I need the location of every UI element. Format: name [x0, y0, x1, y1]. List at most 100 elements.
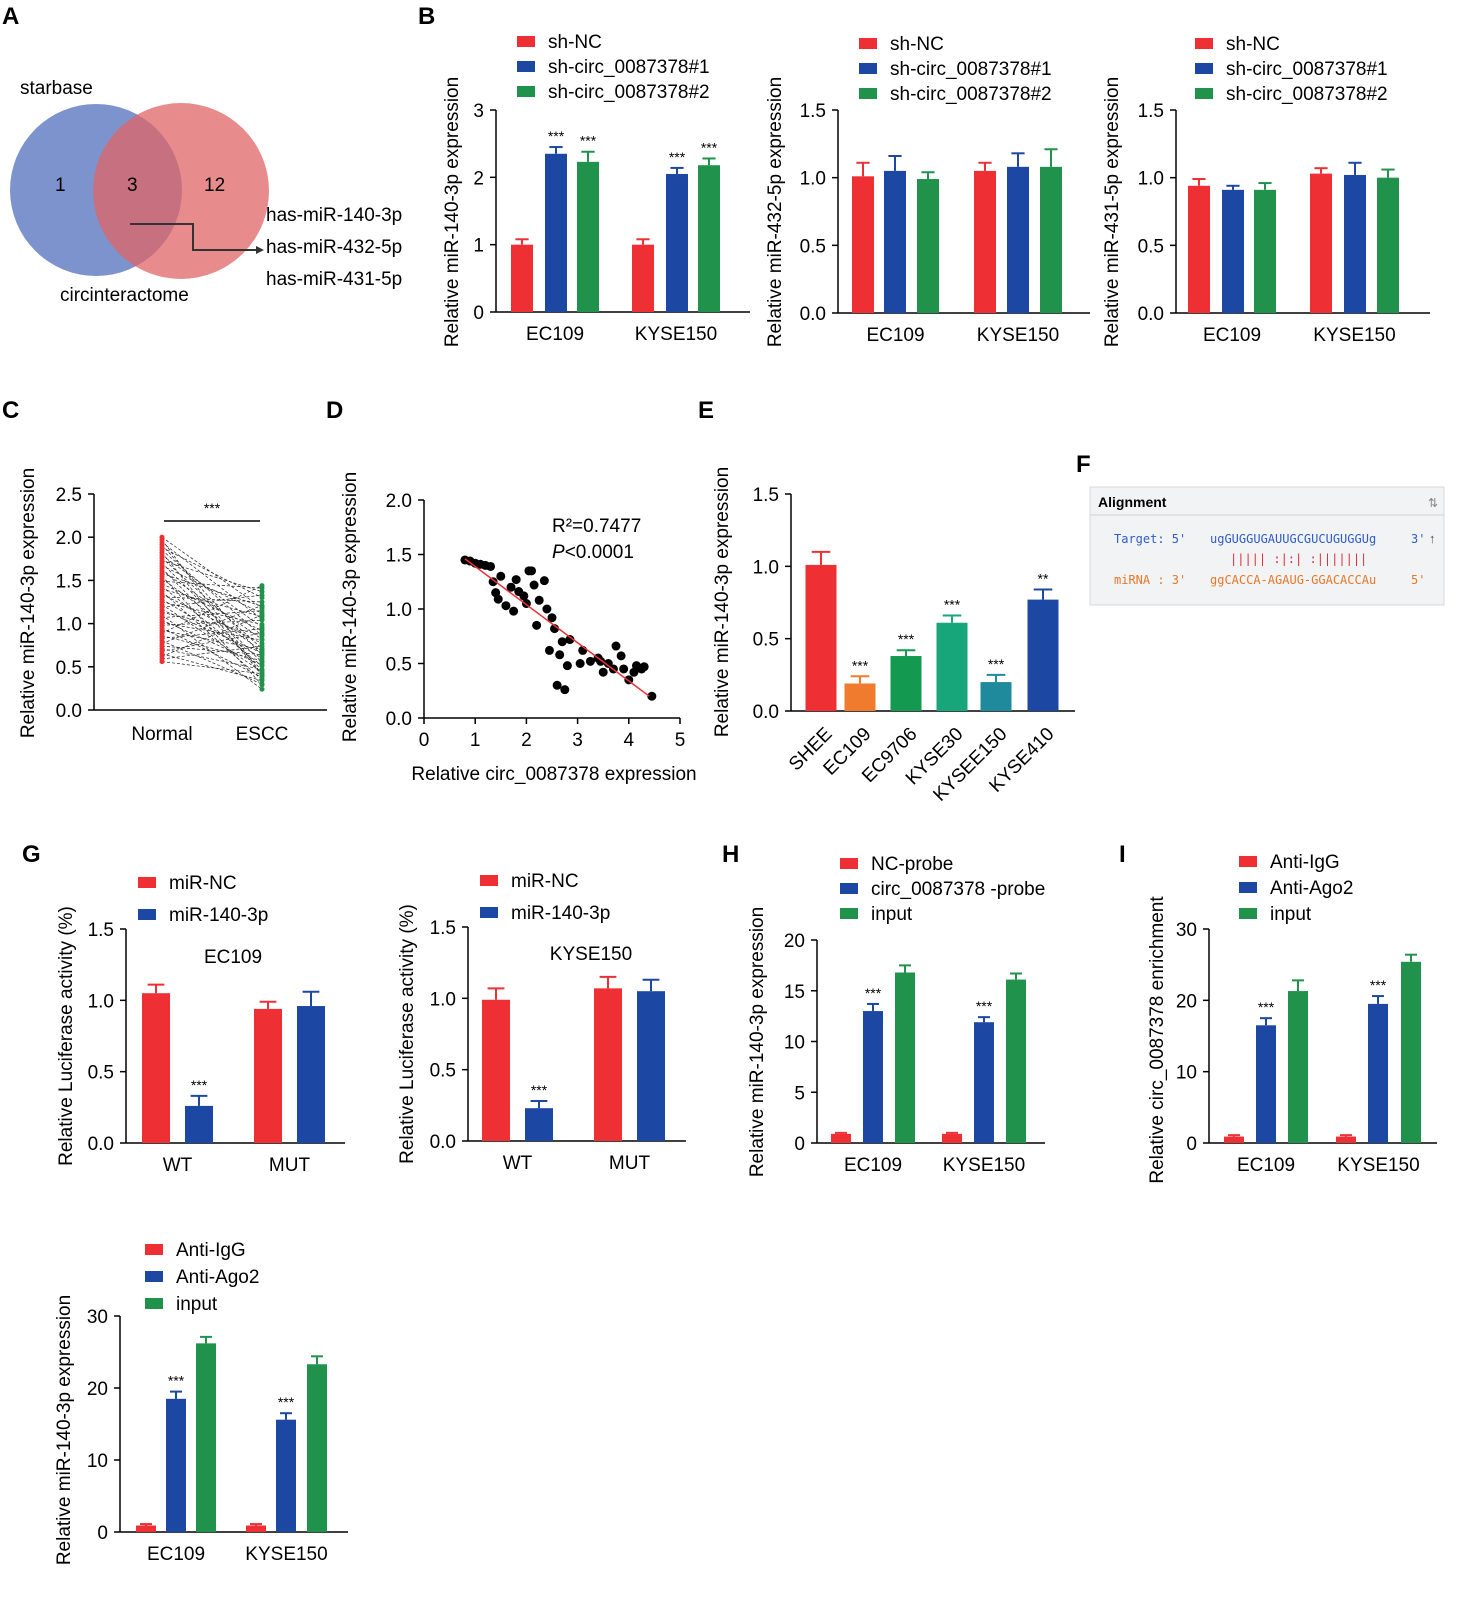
bar — [1222, 189, 1244, 313]
legend-swatch — [480, 907, 498, 918]
significance-label: *** — [580, 133, 597, 149]
scatter-point — [506, 582, 516, 592]
bar — [637, 991, 665, 1141]
bar — [917, 179, 939, 313]
escc-point — [259, 637, 265, 643]
escc-point — [259, 652, 265, 658]
legend-label: miR-NC — [169, 873, 237, 894]
pair-line — [161, 661, 263, 675]
mirna-annotation: has-miR-140-3p — [266, 205, 402, 226]
pair-line — [161, 596, 263, 603]
pair-line — [161, 628, 263, 639]
significance-label: *** — [988, 656, 1005, 672]
pair-line — [161, 555, 263, 628]
scatter-point — [616, 651, 626, 661]
pair-line — [161, 583, 263, 631]
bar — [666, 173, 688, 312]
y-tick-label: 0.5 — [1138, 236, 1164, 257]
pair-line — [161, 632, 263, 652]
bar — [525, 1108, 553, 1141]
legend-label: sh-circ_0087378#1 — [548, 57, 710, 78]
y-tick-label: 0.5 — [430, 1061, 456, 1082]
legend-label: Anti-Ago2 — [1270, 878, 1353, 899]
pair-line — [161, 585, 263, 634]
legend-label: input — [176, 1294, 218, 1315]
legend-swatch — [859, 88, 877, 99]
bar — [863, 1011, 883, 1143]
scatter-point — [562, 661, 572, 671]
scatter-point — [501, 601, 511, 611]
legend-label: sh-circ_0087378#2 — [1226, 84, 1388, 105]
scatter-point — [544, 645, 554, 655]
legend-label: sh-circ_0087378#1 — [1226, 59, 1388, 80]
pair-line — [161, 594, 263, 608]
y-tick-label: 0.0 — [753, 702, 779, 723]
legend-label: sh-NC — [890, 34, 944, 55]
venn-set-label: starbase — [20, 78, 93, 99]
scatter-point — [488, 577, 498, 587]
target-end: 3' — [1411, 532, 1425, 546]
y-tick-label: 30 — [87, 1307, 108, 1328]
target-label: Target: 5' — [1114, 532, 1186, 546]
venn-count: 3 — [127, 175, 138, 196]
bar — [1007, 166, 1029, 313]
y-tick-label: 2 — [473, 168, 484, 189]
y-tick-label: 1.0 — [56, 615, 82, 636]
y-tick-label: 1.0 — [386, 600, 412, 621]
panel-label: I — [1119, 841, 1126, 868]
legend-swatch — [1195, 63, 1213, 74]
bar — [297, 1006, 325, 1143]
bar — [942, 1133, 962, 1143]
y-tick-label: 1.5 — [1138, 101, 1164, 122]
sort-icon: ⇅ — [1428, 496, 1438, 510]
bar — [196, 1343, 216, 1532]
y-axis-label: Relative miR-140-3p expression — [442, 77, 463, 347]
r-squared-label: R²=0.7477 — [552, 516, 641, 537]
escc-point — [259, 643, 265, 649]
escc-point — [259, 658, 265, 664]
legend-label: NC-probe — [871, 854, 953, 875]
escc-point — [259, 602, 265, 608]
bar — [1040, 166, 1062, 313]
alignment-title: Alignment — [1098, 494, 1167, 510]
y-tick-label: 0.0 — [1138, 304, 1164, 325]
pair-line — [161, 614, 263, 690]
pair-line — [161, 568, 263, 671]
bar — [1310, 173, 1332, 313]
y-axis-label: Relative miR-140-3p expression — [340, 472, 361, 742]
bar — [831, 1133, 851, 1143]
legend-swatch — [859, 63, 877, 74]
y-tick-label: 1.5 — [386, 546, 412, 567]
p-italic: P — [552, 542, 565, 563]
pair-line — [161, 619, 263, 626]
x-tick-label: KYSE150 — [977, 325, 1059, 346]
pair-line — [161, 630, 263, 650]
panel-label: E — [698, 397, 714, 424]
scatter-point — [534, 595, 544, 605]
significance-label: *** — [976, 998, 993, 1014]
escc-point — [259, 612, 265, 618]
arrow-icon — [256, 246, 264, 254]
bar — [1256, 1025, 1276, 1143]
x-tick-label: KYSE150 — [245, 1544, 327, 1565]
pair-line — [161, 605, 263, 644]
legend-label: sh-circ_0087378#1 — [890, 59, 1052, 80]
bar — [577, 161, 599, 312]
x-tick-label: EC109 — [844, 1155, 902, 1176]
significance-label: *** — [168, 1373, 185, 1389]
escc-point — [259, 599, 265, 605]
p-rest: <0.0001 — [565, 542, 634, 563]
significance-label: ** — [1038, 570, 1049, 586]
legend-label: miR-140-3p — [511, 903, 610, 924]
escc-point — [259, 686, 265, 692]
x-tick-label: KYSE150 — [1313, 325, 1395, 346]
bar — [974, 1022, 994, 1143]
pair-line — [161, 544, 263, 656]
legend-label: input — [1270, 904, 1312, 925]
legend-swatch — [1239, 856, 1257, 867]
scatter-point — [557, 637, 567, 647]
legend-label: Anti-Ago2 — [176, 1267, 259, 1288]
legend-swatch — [859, 38, 877, 49]
y-tick-label: 2.5 — [56, 485, 82, 506]
